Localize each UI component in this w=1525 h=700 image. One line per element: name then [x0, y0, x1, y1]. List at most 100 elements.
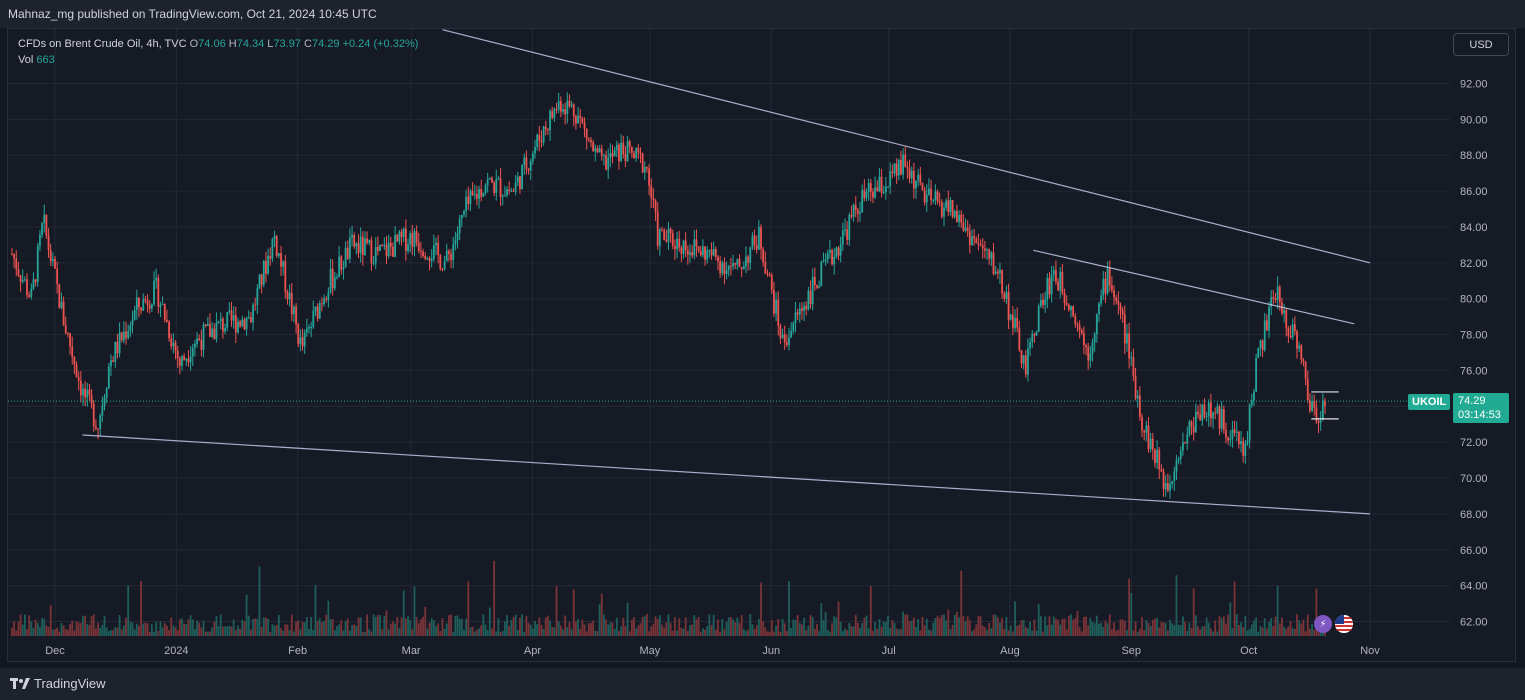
- volume-bar: [420, 619, 422, 636]
- volume-bar: [204, 631, 207, 636]
- volume-bar: [1121, 619, 1124, 636]
- time-axis[interactable]: Dec 2024 Feb Mar Apr May Jun Jul Aug Sep Oct Nov: [45, 645, 1380, 657]
- volume-bar: [32, 627, 35, 636]
- volume-bar: [473, 631, 476, 636]
- volume-bar: [536, 624, 539, 636]
- volume-bar: [471, 626, 474, 636]
- candle-body: [411, 233, 414, 247]
- volume-bar: [1007, 630, 1010, 636]
- candle-body: [101, 406, 104, 416]
- volume-bar: [101, 624, 104, 636]
- volume-bar: [540, 625, 543, 636]
- currency-button[interactable]: USD: [1453, 33, 1509, 56]
- candle-body: [717, 256, 719, 262]
- candle-body: [928, 188, 930, 195]
- candle-body: [92, 403, 95, 427]
- candle-body: [1179, 450, 1182, 459]
- volume-bar: [129, 621, 132, 636]
- volume-bar: [1102, 627, 1105, 636]
- candle-body: [1255, 357, 1258, 392]
- tradingview-logo[interactable]: TradingView: [10, 676, 106, 691]
- volume-bar: [486, 629, 489, 636]
- volume-bar: [1147, 622, 1150, 636]
- candle-body: [471, 190, 474, 195]
- volume-bar: [254, 618, 257, 636]
- price-tick-label: 72.00: [1460, 437, 1488, 449]
- candle-body: [445, 250, 448, 262]
- candle-body: [1048, 278, 1051, 295]
- volume-bar: [1296, 614, 1298, 636]
- candle-body: [1321, 400, 1324, 421]
- volume-bar: [15, 630, 18, 636]
- candle-body: [506, 189, 508, 196]
- volume-bar: [411, 629, 414, 636]
- candle-body: [1212, 412, 1214, 419]
- candle-body: [75, 364, 78, 378]
- symbol-title[interactable]: CFDs on Brent Crude Oil, 4h, TVC: [18, 38, 187, 50]
- volume-bar: [936, 615, 939, 636]
- volume-bar: [826, 630, 829, 636]
- volume-bar: [439, 631, 442, 636]
- time-tick-label: Mar: [402, 645, 421, 657]
- candle-body: [1119, 304, 1122, 311]
- us-flag-icon[interactable]: [1335, 615, 1353, 633]
- price-axis[interactable]: 92.00 90.00 88.00 86.00 84.00 82.00 80.00 78.00…: [1460, 79, 1488, 629]
- volume-bar: [1184, 621, 1186, 636]
- volume-bar: [316, 620, 319, 636]
- volume-bar: [628, 631, 631, 636]
- volume-bar: [404, 618, 407, 636]
- candle-body: [1214, 412, 1217, 414]
- candle-body: [637, 147, 640, 153]
- candle-body: [153, 280, 155, 305]
- candle-body: [570, 104, 573, 107]
- volume-bar: [194, 628, 196, 636]
- volume-bar: [699, 631, 702, 636]
- volume-bar: [648, 631, 650, 636]
- volume-bar: [454, 616, 457, 636]
- volume-bar: [62, 625, 65, 636]
- candle-body: [1123, 314, 1126, 344]
- candle-body: [465, 196, 468, 211]
- volume-bar: [1182, 616, 1184, 636]
- candle-body: [553, 108, 556, 118]
- volume-bar: [1278, 623, 1281, 636]
- flash-icon[interactable]: ⚡: [1314, 615, 1332, 633]
- candle-body: [166, 319, 168, 322]
- volume-bar: [794, 620, 797, 636]
- change-value: +0.24 (+0.32%): [342, 38, 419, 50]
- volume-bar: [243, 621, 246, 636]
- candle-body: [1033, 333, 1036, 336]
- volume-bar: [856, 622, 859, 636]
- volume-bar: [200, 627, 203, 636]
- candle-body: [372, 263, 375, 265]
- candle-body: [198, 338, 201, 341]
- candle-body: [1083, 333, 1085, 346]
- candle-body: [674, 246, 676, 250]
- volume-bar: [1052, 616, 1055, 636]
- volume-bar: [230, 626, 233, 636]
- volume-bar: [1104, 620, 1107, 636]
- candle-body: [374, 246, 377, 264]
- price-chart[interactable]: 92.00 90.00 88.00 86.00 84.00 82.00 80.00 78.00…: [0, 0, 1525, 668]
- volume-bar: [695, 619, 698, 636]
- candle-body: [450, 253, 452, 260]
- candle-body: [1324, 400, 1326, 407]
- candle-body: [275, 236, 278, 256]
- volume-bar: [1175, 575, 1178, 636]
- candle-body: [1063, 292, 1066, 304]
- volume-bar: [1141, 617, 1143, 636]
- volume-bar: [441, 618, 444, 636]
- candle-body: [495, 179, 498, 194]
- volume-bar: [1130, 593, 1133, 636]
- price-tick-label: 88.00: [1460, 150, 1488, 162]
- candle-body: [635, 147, 638, 159]
- candle-body: [1158, 449, 1161, 470]
- volume-bar: [805, 630, 808, 636]
- candle-body: [1113, 290, 1115, 298]
- volume-bar: [260, 626, 263, 636]
- volume-bar: [525, 616, 528, 636]
- volume-bar: [633, 617, 635, 636]
- bar-countdown: 03:14:53: [1458, 409, 1501, 421]
- volume-bar: [646, 614, 648, 636]
- volume-bar: [643, 616, 646, 636]
